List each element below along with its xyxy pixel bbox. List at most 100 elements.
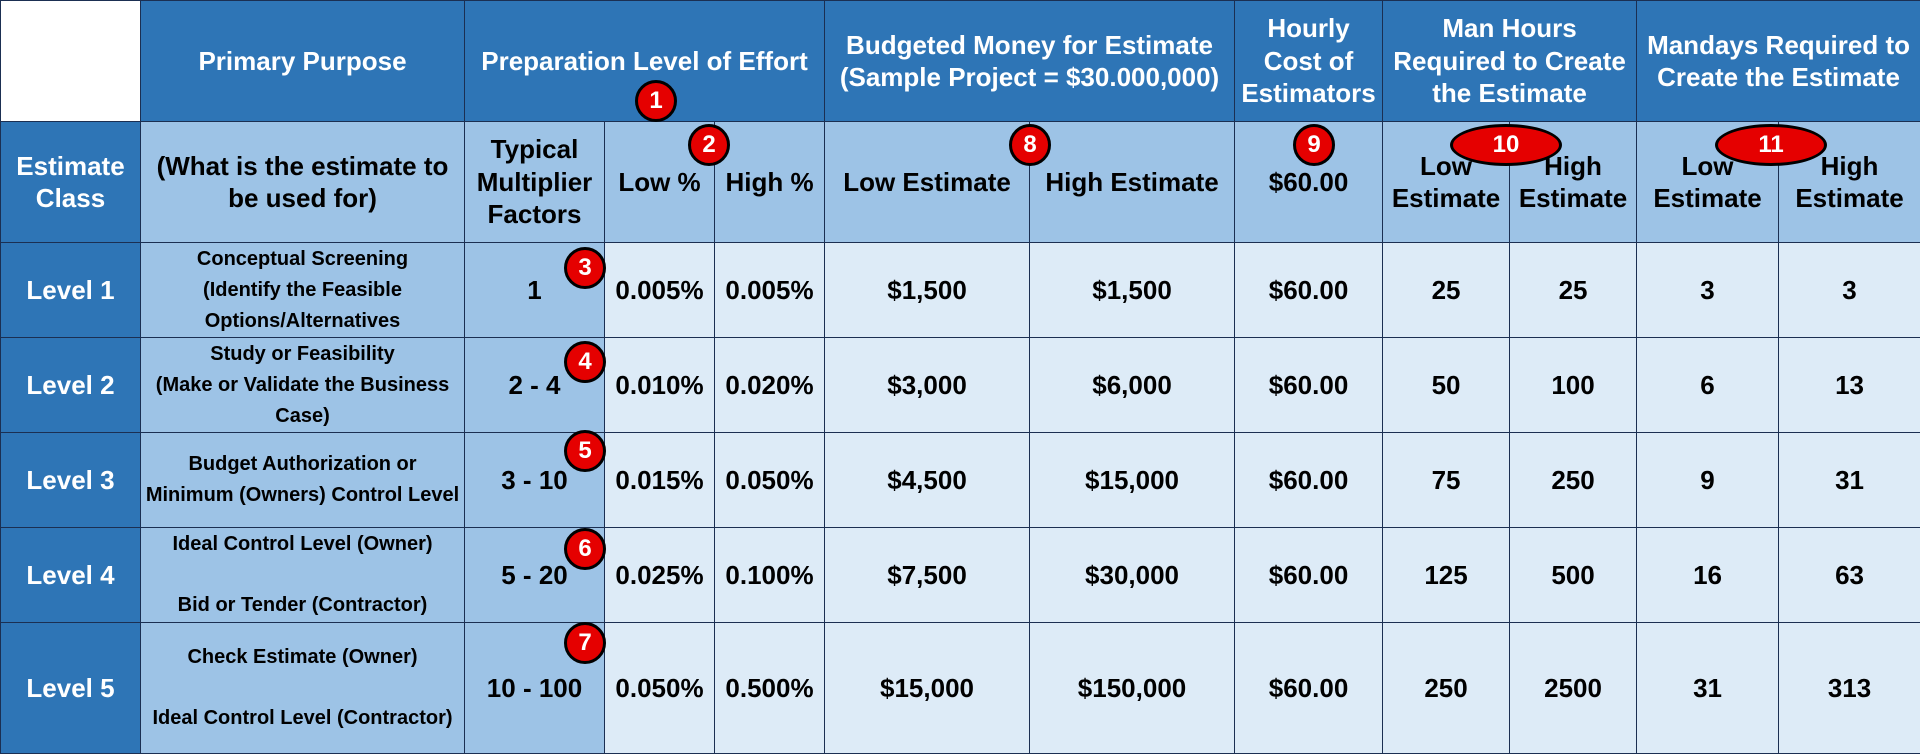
man-hours-high-cell: 100 <box>1509 337 1638 433</box>
purpose-sub-header: (What is the estimate to be used for) <box>140 121 465 243</box>
callout-badge-3: 3 <box>564 247 606 289</box>
callout-badge-10: 10 <box>1450 124 1562 166</box>
purpose-line-b: Ideal Control Level (Contractor) <box>152 707 453 729</box>
high-estimate-cell: $15,000 <box>1029 432 1236 528</box>
man-hours-high-cell: 250 <box>1509 432 1638 528</box>
high-estimate-cell: $150,000 <box>1029 622 1236 754</box>
high-pct-cell: 0.050% <box>713 432 826 528</box>
high-estimate-cell: $30,000 <box>1029 527 1236 623</box>
high-estimate-header: High Estimate <box>1029 121 1236 243</box>
mandays-header: Mandays Required to Create the Estimate <box>1636 0 1920 122</box>
hourly-cell: $60.00 <box>1234 432 1384 528</box>
mandays-low-cell: 3 <box>1636 242 1780 338</box>
primary-purpose-header: Primary Purpose <box>140 0 465 122</box>
estimate-class-cell: Level 2 <box>0 337 141 433</box>
budgeted-money-line1: Budgeted Money for Estimate <box>846 29 1213 60</box>
callout-badge-9: 9 <box>1293 124 1335 166</box>
purpose-line-a: Study or Feasibility <box>210 342 395 365</box>
low-pct-cell: 0.015% <box>604 432 715 528</box>
man-hours-header: Man Hours Required to Create the Estimat… <box>1382 0 1638 122</box>
estimate-class-header: Estimate Class <box>0 121 141 243</box>
low-estimate-cell: $4,500 <box>824 432 1031 528</box>
multiplier-cell: 5 - 20 <box>464 527 605 623</box>
hourly-cell: $60.00 <box>1234 337 1384 433</box>
purpose-cell: Check Estimate (Owner) Ideal Control Lev… <box>140 622 465 754</box>
high-pct-header: High % <box>713 121 826 243</box>
low-estimate-cell: $15,000 <box>824 622 1031 754</box>
budgeted-money-header: Budgeted Money for Estimate (Sample Proj… <box>824 0 1236 122</box>
purpose-line-b: Bid or Tender (Contractor) <box>177 594 428 616</box>
low-pct-cell: 0.005% <box>604 242 715 338</box>
mandays-low-cell: 16 <box>1636 527 1780 623</box>
low-pct-cell: 0.050% <box>604 622 715 754</box>
purpose-cell: Budget Authorization or Minimum (Owners)… <box>140 432 465 528</box>
purpose-line-a: Conceptual Screening <box>196 247 409 270</box>
high-pct-cell: 0.100% <box>713 527 826 623</box>
man-hours-low-cell: 75 <box>1382 432 1511 528</box>
high-estimate-cell: $1,500 <box>1029 242 1236 338</box>
hourly-cost-header: Hourly Cost of Estimators <box>1234 0 1384 122</box>
callout-badge-2: 2 <box>688 124 730 166</box>
high-pct-cell: 0.500% <box>713 622 826 754</box>
mandays-high-cell: 3 <box>1778 242 1920 338</box>
purpose-line-b: (Make or Validate the Business Case) <box>155 373 450 427</box>
mandays-high-cell: 63 <box>1778 527 1920 623</box>
man-hours-low-cell: 25 <box>1382 242 1511 338</box>
man-hours-high-cell: 25 <box>1509 242 1638 338</box>
table-row: Level 2 Study or Feasibility (Make or Va… <box>0 337 1920 433</box>
man-hours-high-cell: 2500 <box>1509 622 1638 754</box>
low-estimate-cell: $7,500 <box>824 527 1031 623</box>
low-estimate-header: Low Estimate <box>824 121 1031 243</box>
mandays-low-cell: 31 <box>1636 622 1780 754</box>
purpose-cell: Conceptual Screening (Identify the Feasi… <box>140 242 465 338</box>
low-estimate-cell: $1,500 <box>824 242 1031 338</box>
callout-badge-6: 6 <box>564 528 606 570</box>
mandays-high-cell: 313 <box>1778 622 1920 754</box>
man-hours-low-cell: 125 <box>1382 527 1511 623</box>
purpose-line-a: Ideal Control Level (Owner) <box>172 533 433 555</box>
hourly-cell: $60.00 <box>1234 622 1384 754</box>
low-estimate-cell: $3,000 <box>824 337 1031 433</box>
mandays-low-cell: 9 <box>1636 432 1780 528</box>
mandays-high-cell: 31 <box>1778 432 1920 528</box>
table-row: Level 3 Budget Authorization or Minimum … <box>0 432 1920 528</box>
table-row: Level 4 Ideal Control Level (Owner) Bid … <box>0 527 1920 623</box>
callout-badge-1: 1 <box>635 80 677 122</box>
multiplier-cell: 3 - 10 <box>464 432 605 528</box>
man-hours-low-cell: 250 <box>1382 622 1511 754</box>
high-estimate-cell: $6,000 <box>1029 337 1236 433</box>
callout-badge-7: 7 <box>564 622 606 664</box>
man-hours-low-cell: 50 <box>1382 337 1511 433</box>
estimate-class-cell: Level 5 <box>0 622 141 754</box>
hourly-cell: $60.00 <box>1234 242 1384 338</box>
man-hours-high-cell: 500 <box>1509 527 1638 623</box>
header-row-1: Primary Purpose Preparation Level of Eff… <box>0 0 1920 122</box>
callout-badge-11: 11 <box>1715 124 1827 166</box>
estimate-class-cell: Level 1 <box>0 242 141 338</box>
callout-badge-5: 5 <box>564 430 606 472</box>
corner-cell <box>0 0 141 122</box>
low-pct-cell: 0.010% <box>604 337 715 433</box>
estimate-class-cell: Level 3 <box>0 432 141 528</box>
callout-badge-8: 8 <box>1009 124 1051 166</box>
purpose-line-b: Minimum (Owners) Control Level <box>145 484 460 506</box>
typical-multiplier-header: Typical Multiplier Factors <box>464 121 605 243</box>
mandays-high-cell: 13 <box>1778 337 1920 433</box>
purpose-cell: Ideal Control Level (Owner) Bid or Tende… <box>140 527 465 623</box>
high-pct-cell: 0.020% <box>713 337 826 433</box>
table-row: Level 5 Check Estimate (Owner) Ideal Con… <box>0 622 1920 754</box>
purpose-line-a: Check Estimate (Owner) <box>187 646 418 668</box>
estimate-class-cell: Level 4 <box>0 527 141 623</box>
low-pct-cell: 0.025% <box>604 527 715 623</box>
budgeted-money-line2: (Sample Project = $30.000,000) <box>839 62 1220 92</box>
callout-badge-4: 4 <box>564 341 606 383</box>
purpose-line-a: Budget Authorization or <box>188 453 417 475</box>
purpose-line-b: (Identify the Feasible Options/Alternati… <box>203 278 402 332</box>
purpose-cell: Study or Feasibility (Make or Validate t… <box>140 337 465 433</box>
high-pct-cell: 0.005% <box>713 242 826 338</box>
hourly-cell: $60.00 <box>1234 527 1384 623</box>
table-row: Level 1 Conceptual Screening (Identify t… <box>0 242 1920 338</box>
header-row-2: Estimate Class (What is the estimate to … <box>0 121 1920 243</box>
mandays-low-cell: 6 <box>1636 337 1780 433</box>
